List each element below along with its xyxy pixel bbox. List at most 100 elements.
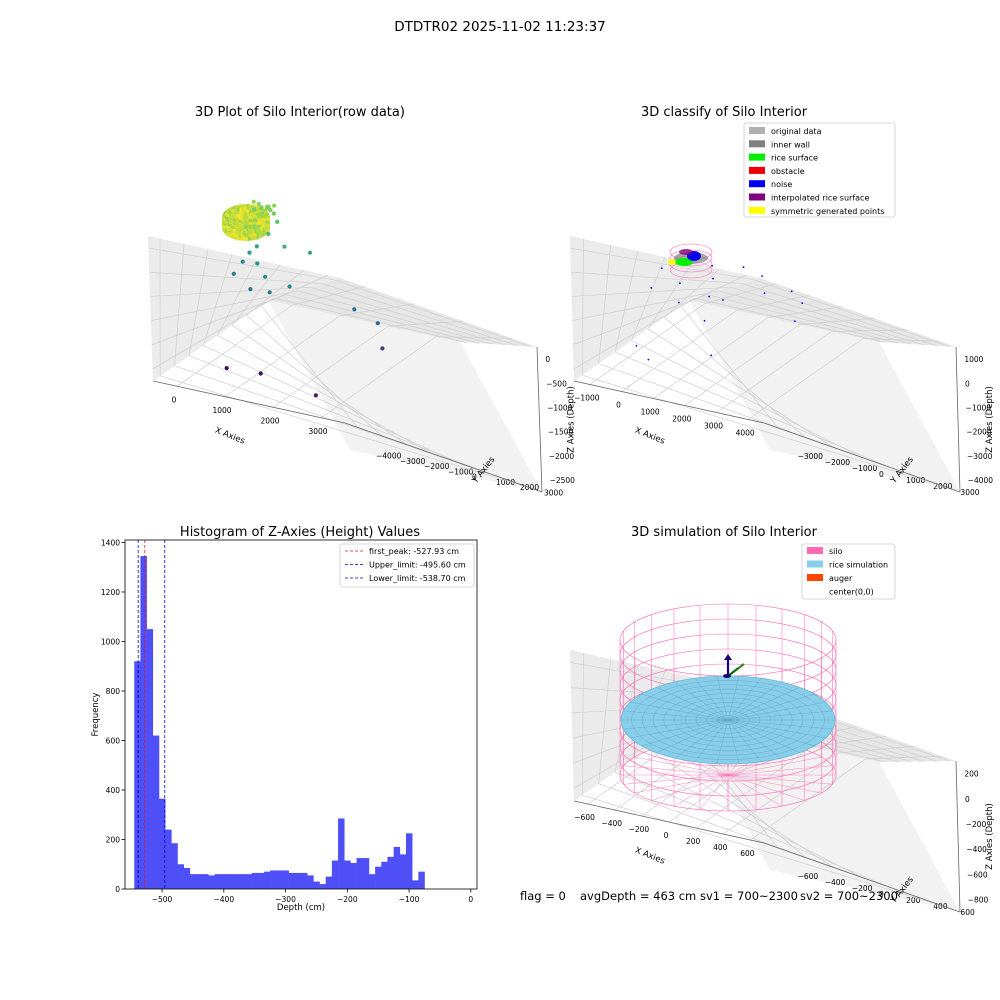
noise-point [708,296,710,298]
z-tick-label: −200 [966,820,987,829]
y-tick-label: 1200 [101,588,120,597]
plot-title: 3D simulation of Silo Interior [631,525,818,540]
histogram-bar [301,873,307,889]
x-axis-label: X Axies [633,846,666,867]
histogram-bar [381,862,387,889]
y-tick-label: −4000 [376,452,402,461]
x-tick-label: 2000 [260,416,279,425]
classify-legend: original datainner wallrice surfaceobsta… [744,123,895,217]
histogram-bars [134,556,425,889]
data-point [376,321,380,325]
noise-point [679,282,681,284]
histogram-bar [239,874,245,889]
data-point [352,307,356,311]
y-tick-label: −2000 [825,458,851,467]
raw-data-3d-plot: 3D Plot of Silo Interior(row data)010002… [148,105,577,497]
histogram-bar [227,874,233,889]
legend-label: obstacle [771,167,805,176]
x-axis-label: Depth (cm) [277,903,325,913]
z-axis-line [956,347,960,492]
histogram-bar [357,858,363,889]
y-tick-label: 600 [960,908,975,917]
x-tick-label: 0 [664,831,669,840]
data-point [255,244,259,248]
y-tick-label: −3000 [400,457,426,466]
data-point [266,224,270,228]
x-tick-label: −1000 [574,394,600,403]
data-point [259,371,263,375]
x-tick-label: 0 [616,401,621,410]
y-tick-label: 200 [106,835,121,844]
legend-swatch [749,194,765,201]
y-axis-label: Frequency [91,693,101,737]
histogram-bar [221,874,227,889]
data-point [244,225,248,229]
data-point [252,200,256,204]
x-tick-label: 1000 [641,408,660,417]
y-tick-label: 0 [879,470,884,479]
data-point [248,287,252,291]
histogram-bar [344,861,350,889]
z-tick-label: −600 [967,870,988,879]
x-tick-label: 2000 [672,415,691,424]
histogram-bar [369,874,375,889]
histogram-bar [177,864,183,889]
x-axis-label: X Axies [213,426,246,447]
data-point [252,207,256,211]
noise-point [794,320,796,322]
data-point [225,366,229,370]
legend-label: symmetric generated points [771,207,884,216]
legend-label: auger [829,574,853,583]
data-point [380,346,384,350]
rice-simulation-surface [621,676,835,764]
x-tick-label: 3000 [704,422,723,431]
data-point [260,205,264,209]
data-point [255,261,259,265]
noise-point [650,287,652,289]
data-point [272,212,276,216]
x-tick-label: −200 [337,895,358,904]
simulation-3d-plot: 3D simulation of Silo Interior −600 −400 −2… [570,525,995,917]
histogram-bar [394,847,400,889]
center-point [723,674,731,678]
data-point [314,393,318,397]
histogram-bar [307,875,313,889]
plot-title: 3D Plot of Silo Interior(row data) [195,105,405,120]
data-point [263,275,267,279]
z-tick-label: 1000 [964,355,983,364]
x-tick-label: −400 [601,819,622,828]
interpolated-surface-points [679,249,693,255]
rice-point-cluster [222,204,270,241]
legend-label: center(0,0) [829,588,874,597]
histogram-bar [215,874,221,889]
y-tick-label: 800 [106,687,121,696]
noise-point [791,290,793,292]
histogram-bar [406,833,412,889]
figure-suptitle: DTDTR02 2025-11-02 11:23:37 [394,19,606,35]
x-tick-label: −500 [152,895,173,904]
y-tick-label: 1400 [101,538,120,547]
data-point [267,205,271,209]
z-tick-label: −2500 [550,476,576,485]
symmetric-points [668,259,676,265]
noise-point [648,359,650,361]
x-tick-label: 600 [740,849,755,858]
y-tick-label: −1000 [448,467,474,476]
x-tick-label: −100 [399,895,420,904]
x-tick-label: 400 [713,843,728,852]
plot-title: 3D classify of Silo Interior [641,105,808,120]
z-tick-label: 0 [965,379,970,388]
data-point [272,204,276,208]
legend-swatch [807,547,823,554]
z-tick-label: 0 [545,355,550,364]
histogram-bar [313,882,319,889]
histogram-bar [338,818,344,889]
z-tick-label: −4000 [968,476,994,485]
y-tick-label: −3000 [798,452,824,461]
histogram-bar [400,854,406,889]
histogram-bar [140,556,146,889]
depth-histogram: Histogram of Z-Axies (Height) Values−500… [91,525,477,913]
x-tick-label: −400 [214,895,235,904]
z-axis-label: Z Axies (Depth) [985,803,995,870]
histogram-bar [264,872,270,889]
